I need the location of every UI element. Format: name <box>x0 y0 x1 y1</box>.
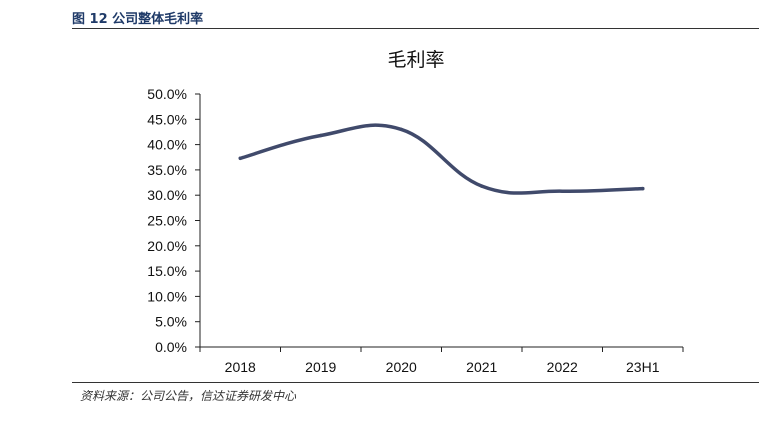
x-tick-label: 2020 <box>386 359 417 375</box>
figure-caption: 图 12 公司整体毛利率 <box>72 12 204 27</box>
x-tick-label: 2021 <box>466 359 497 375</box>
data-point <box>399 127 403 132</box>
x-tick-label: 2019 <box>305 359 336 375</box>
series-line <box>238 123 645 195</box>
plot-area <box>238 123 645 195</box>
data-point <box>560 189 564 193</box>
y-tick-label: 5.0% <box>155 314 187 330</box>
y-tick-label: 10.0% <box>147 288 187 304</box>
y-tick-label: 25.0% <box>147 213 187 229</box>
source-note: 资料来源：公司公告，信达证券研发中心 <box>80 389 297 403</box>
data-point <box>641 186 645 191</box>
y-tick-label: 35.0% <box>147 162 187 178</box>
x-tick-label: 2022 <box>547 359 578 375</box>
y-tick-label: 45.0% <box>147 111 187 127</box>
x-tick-label: 23H1 <box>626 359 660 375</box>
y-tick-label: 0.0% <box>155 339 187 355</box>
x-tick-label: 2018 <box>225 359 256 375</box>
top-rule <box>72 28 759 29</box>
data-point <box>480 184 484 188</box>
y-tick-label: 15.0% <box>147 263 187 279</box>
y-tick-label: 50.0% <box>147 86 187 102</box>
y-tick-label: 30.0% <box>147 187 187 203</box>
data-point <box>238 156 242 160</box>
axes: 0.0% 5.0% 10.0% 15.0% 20.0% 25.0% 30.0% 35.0% 40… <box>147 86 684 375</box>
data-point <box>319 133 323 138</box>
bottom-rule <box>72 382 759 383</box>
y-tick-label: 40.0% <box>147 137 187 153</box>
y-tick-label: 20.0% <box>147 238 187 254</box>
chart-title: 毛利率 <box>387 49 444 71</box>
